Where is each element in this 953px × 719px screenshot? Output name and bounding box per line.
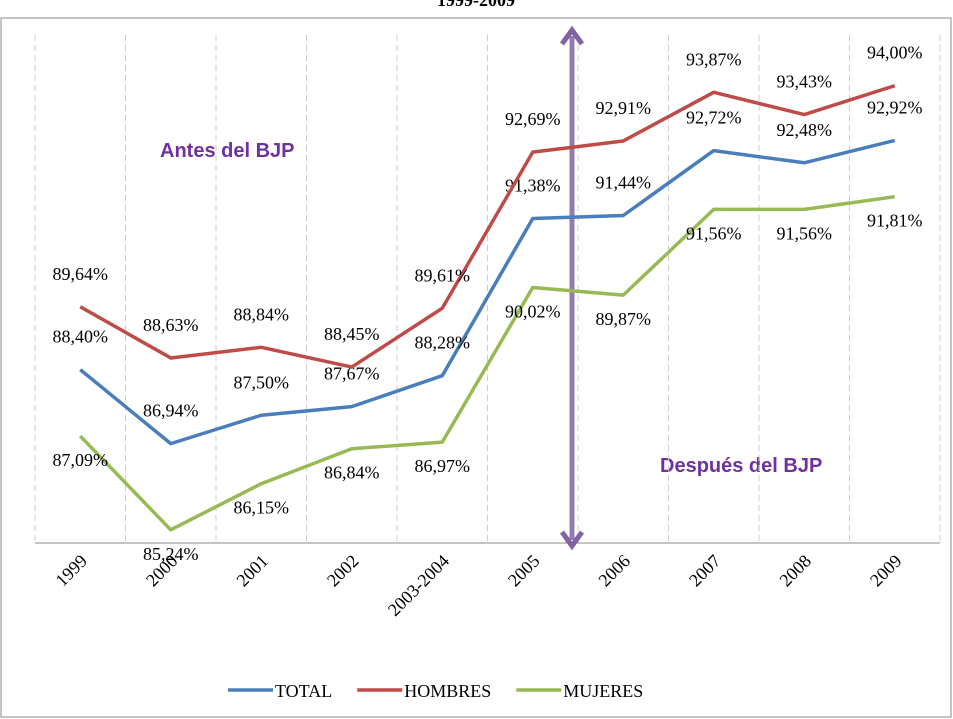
data-label: 87,67% — [324, 364, 380, 384]
data-label: 86,15% — [234, 498, 290, 518]
data-label: 93,87% — [686, 49, 742, 69]
data-label: 92,92% — [867, 97, 923, 117]
arrow-head — [559, 530, 585, 551]
series-line — [78, 194, 895, 532]
series-line — [79, 138, 896, 446]
data-label: 92,48% — [777, 120, 833, 140]
legend-label: TOTAL — [275, 681, 332, 701]
chart-title: 1999-2009 — [437, 0, 515, 10]
data-label: 90,02% — [505, 301, 561, 321]
data-label: 87,50% — [234, 372, 290, 392]
data-label: 86,94% — [143, 401, 199, 421]
chart-border — [0, 17, 952, 718]
data-label: 86,97% — [415, 456, 471, 476]
annotation: Después del BJP — [660, 455, 822, 477]
data-label: 89,64% — [53, 264, 109, 284]
data-label: 86,84% — [324, 463, 380, 483]
data-label: 94,00% — [867, 43, 923, 63]
data-label: 89,87% — [596, 309, 652, 329]
data-label: 88,40% — [53, 327, 109, 347]
data-label: 91,44% — [596, 172, 652, 192]
data-label: 88,84% — [234, 304, 290, 324]
arrow-head — [559, 25, 585, 46]
series-line — [79, 84, 896, 369]
data-label: 91,81% — [867, 211, 923, 231]
data-label: 92,72% — [686, 108, 742, 128]
data-label: 87,09% — [53, 450, 109, 470]
data-label: 91,56% — [686, 223, 742, 243]
data-label: 92,69% — [505, 109, 561, 129]
data-label: 88,45% — [324, 324, 380, 344]
annotation: Antes del BJP — [160, 140, 294, 162]
data-label: 93,43% — [777, 72, 833, 92]
data-label: 89,61% — [415, 265, 471, 285]
data-label: 88,28% — [415, 333, 471, 353]
data-label: 85,24% — [143, 544, 199, 564]
data-label: 91,38% — [505, 176, 561, 196]
data-label: 91,56% — [777, 223, 833, 243]
legend-label: HOMBRES — [404, 681, 491, 701]
data-label: 92,91% — [596, 98, 652, 118]
data-label: 88,63% — [143, 315, 199, 335]
legend-label: MUJERES — [563, 681, 643, 701]
